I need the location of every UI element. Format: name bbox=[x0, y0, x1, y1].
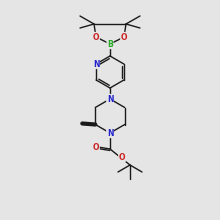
Text: N: N bbox=[107, 95, 113, 103]
Text: O: O bbox=[93, 33, 99, 42]
Text: N: N bbox=[107, 128, 113, 138]
Text: O: O bbox=[93, 143, 99, 152]
Text: B: B bbox=[107, 40, 113, 48]
Text: O: O bbox=[119, 152, 125, 161]
Text: N: N bbox=[93, 59, 99, 68]
Text: O: O bbox=[121, 33, 127, 42]
